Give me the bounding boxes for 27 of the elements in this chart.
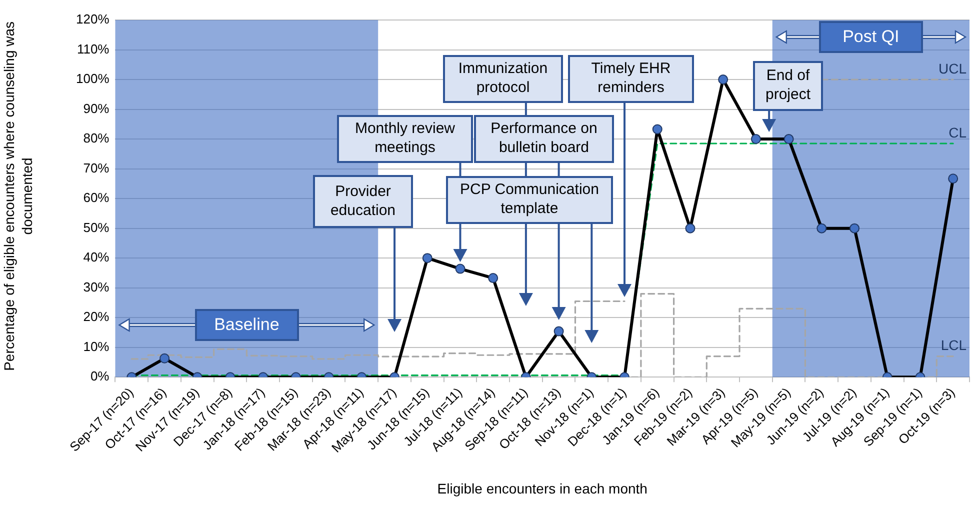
y-tick-label: 100% [76, 71, 110, 86]
y-tick-label: 50% [83, 220, 110, 235]
y-tick-label: 0% [90, 368, 110, 384]
note-box: PCP Communication template [446, 176, 613, 224]
band-label: Baseline [194, 309, 299, 341]
series-label: UCL [938, 60, 967, 76]
note-box: End of project [753, 61, 823, 111]
y-tick-label: 10% [83, 338, 110, 354]
note-box: Monthly review meetings [337, 115, 473, 163]
y-tick-label: 80% [83, 130, 110, 146]
note-box: Performance on bulletin board [474, 115, 614, 163]
y-tick-label: 30% [83, 279, 110, 294]
series-label: LCL [940, 337, 967, 354]
y-axis-title: Percentage of eligible encounters where counseling was documented [0, 20, 36, 373]
y-tick-label: 110% [76, 41, 110, 56]
note-box: Provider education [313, 175, 413, 228]
note-box: Immunization protocol [443, 55, 563, 103]
y-tick-label: 90% [83, 100, 110, 116]
x-axis-title: Eligible encounters in each month [437, 480, 648, 496]
y-tick-label: 40% [83, 250, 110, 265]
series-label: CL [948, 124, 967, 140]
y-tick-label: 120% [76, 12, 110, 27]
y-tick-label: 60% [83, 190, 110, 206]
y-tick-label: 70% [83, 160, 110, 176]
note-box: Timely EHR reminders [568, 55, 694, 103]
band-label: Post QI [818, 21, 923, 53]
y-tick-label: 20% [83, 309, 110, 324]
